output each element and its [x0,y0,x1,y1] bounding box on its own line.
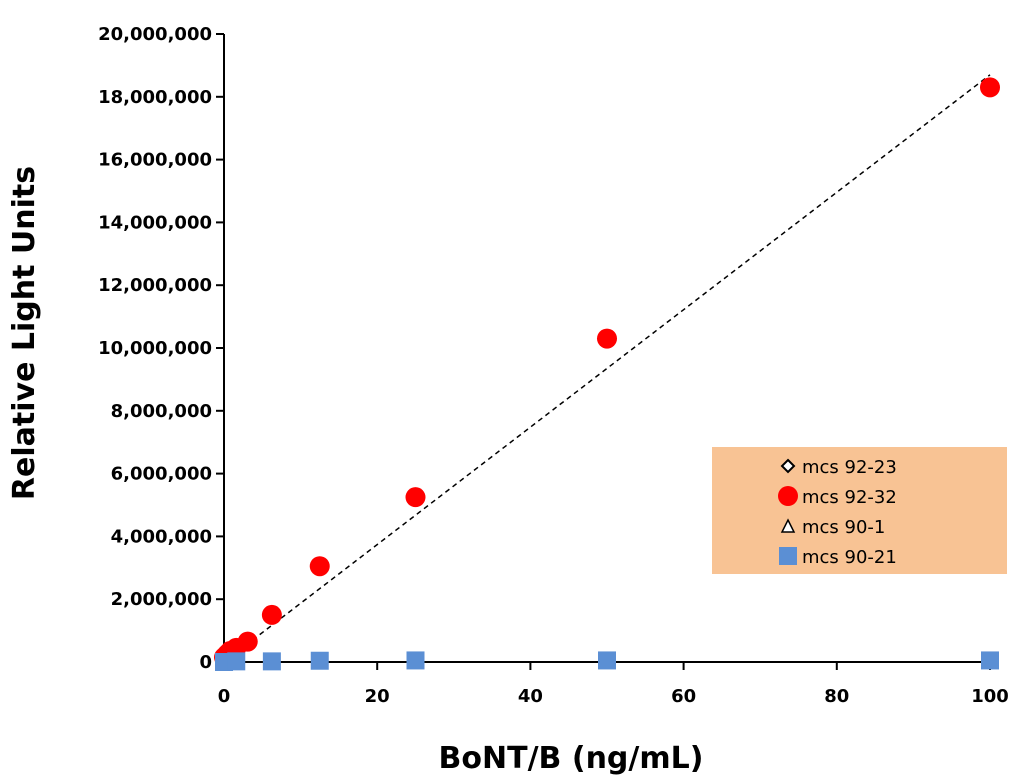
y-tick-label: 0 [199,652,212,673]
y-tick-label: 4,000,000 [111,526,212,547]
y-tick-label: 8,000,000 [111,401,212,422]
data-point [406,651,425,670]
x-tick-label: 80 [824,686,849,707]
x-axis-title: BoNT/B (ng/mL) [439,741,704,776]
x-tick-label: 100 [971,686,1009,707]
x-tick-label: 60 [671,686,696,707]
legend-marker [779,547,797,565]
y-axis-title: Relative Light Units [7,166,42,500]
x-tick-label: 0 [218,686,231,707]
legend: mcs 92-23 mcs 92-32 mcs 90-1 mcs 90-21 [712,447,1007,574]
x-axis-ticks: 0 20 40 60 80 100 [218,662,1009,707]
data-point [237,631,258,652]
trendline [223,74,991,663]
y-tick-label: 18,000,000 [98,87,212,108]
data-point [261,604,282,625]
data-points [214,77,1000,671]
y-tick-label: 12,000,000 [98,275,212,296]
data-point [980,77,1000,98]
y-tick-label: 14,000,000 [98,212,212,233]
x-tick-label: 20 [365,686,390,707]
y-tick-label: 10,000,000 [98,338,212,359]
legend-box [712,447,1007,574]
data-point [405,487,426,508]
data-point [597,328,617,349]
legend-marker [780,458,796,474]
legend-label: mcs 90-21 [802,547,897,568]
data-point [227,652,246,671]
y-tick-label: 20,000,000 [98,24,212,45]
data-point [598,651,616,670]
data-point [310,651,329,670]
y-tick-label: 2,000,000 [111,589,212,610]
x-tick-label: 40 [518,686,543,707]
legend-label: mcs 90-1 [802,517,885,538]
legend-marker [780,518,796,533]
legend-marker [778,486,798,506]
data-point [309,556,330,577]
legend-label: mcs 92-32 [802,487,897,508]
y-axis-ticks: 0 2,000,000 4,000,000 6,000,000 8,000,000 10,… [98,24,224,673]
y-tick-label: 16,000,000 [98,150,212,171]
y-tick-label: 6,000,000 [111,464,212,485]
data-point [262,652,281,671]
data-point [981,651,999,670]
legend-label: mcs 92-23 [802,457,897,478]
